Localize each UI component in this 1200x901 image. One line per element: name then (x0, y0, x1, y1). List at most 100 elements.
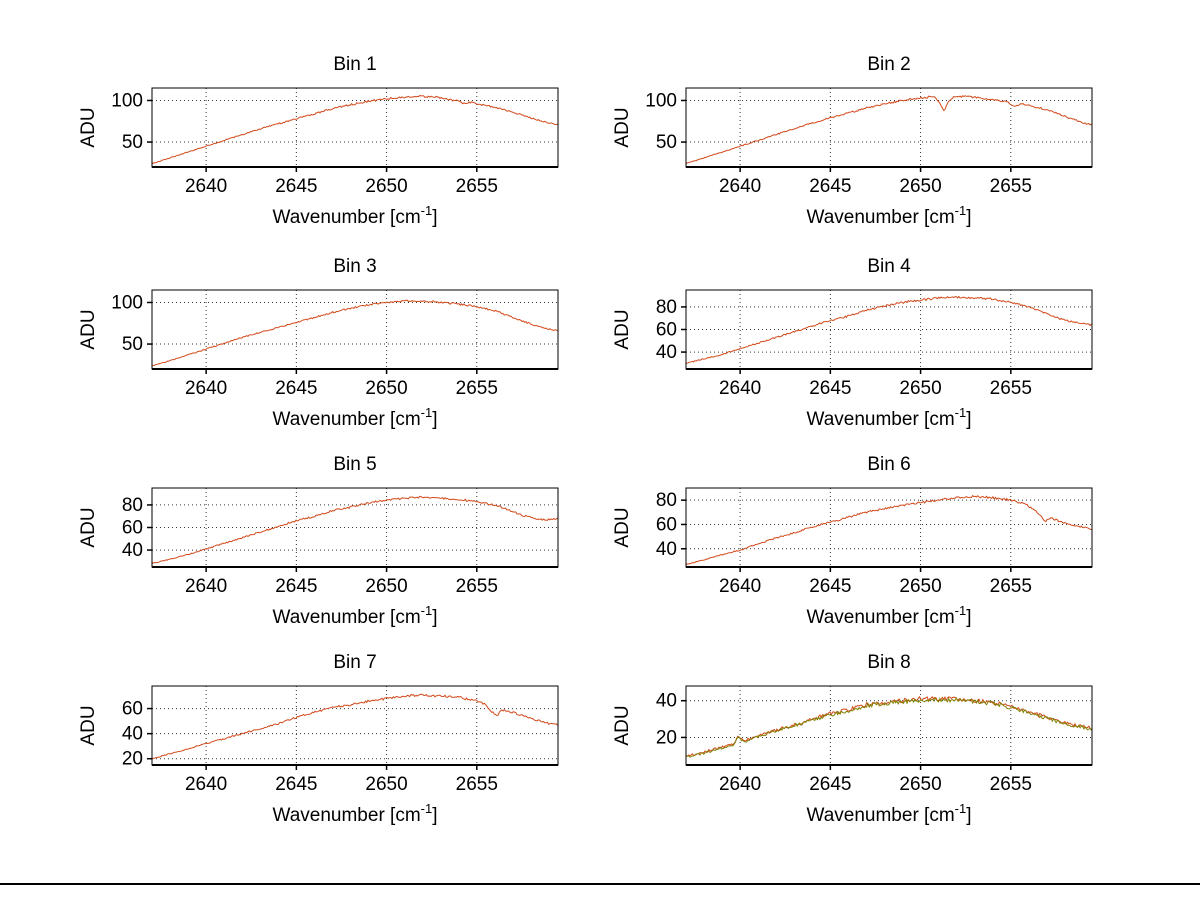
y-tick-label: 100 (111, 90, 143, 111)
chart-svg: 2640 2645 2650 2655 50 100 Bin 3 ADU Wavenumber … (78, 256, 559, 430)
x-tick-label: 2650 (365, 176, 407, 197)
y-tick-label: 60 (656, 514, 677, 535)
x-tick-label: 2655 (456, 774, 498, 795)
subplot-bin-8: 2640 2645 2650 2655 20 40 Bin 8 ADU Wavenumber [… (600, 628, 1200, 828)
y-tick-label: 20 (656, 727, 677, 748)
x-axis-label: Wavenumber [cm-1] (806, 405, 971, 430)
chart-title: Bin 2 (867, 54, 910, 75)
x-tick-label: 2655 (456, 576, 498, 597)
chart-svg: 2640 2645 2650 2655 20 40 60 Bin 7 ADU Wavenumber… (78, 652, 559, 826)
y-axis-label: ADU (78, 705, 99, 745)
x-tick-label: 2640 (185, 576, 227, 597)
x-axis-label: Wavenumber [cm-1] (272, 203, 437, 228)
curve-spectrum (151, 299, 558, 367)
y-tick-label: 40 (122, 724, 143, 745)
x-tick-label: 2645 (275, 176, 317, 197)
x-tick-label: 2645 (275, 378, 317, 399)
x-tick-label: 2640 (719, 378, 761, 399)
curve-spectrum (151, 94, 558, 165)
x-tick-label: 2640 (185, 176, 227, 197)
y-axis-label: ADU (612, 705, 633, 745)
y-tick-label: 80 (122, 495, 143, 516)
x-tick-label: 2645 (809, 774, 851, 795)
chart-svg: 2640 2645 2650 2655 40 60 80 Bin 6 ADU Wavenumber… (612, 454, 1093, 628)
chart-title: Bin 3 (333, 256, 376, 277)
subplot-bin-5: 2640 2645 2650 2655 40 60 80 Bin 5 ADU Wavenumber… (0, 430, 600, 630)
y-tick-label: 40 (656, 691, 677, 712)
curve-spectrum (151, 693, 558, 760)
x-axis-label: Wavenumber [cm-1] (806, 603, 971, 628)
x-tick-label: 2645 (275, 576, 317, 597)
y-tick-label: 40 (122, 540, 143, 561)
x-tick-label: 2655 (990, 774, 1032, 795)
chart-svg: 2640 2645 2650 2655 50 100 Bin 1 ADU Wavenumber … (78, 54, 559, 228)
curve-spectrum (685, 295, 1092, 365)
axis-box (151, 685, 559, 766)
subplot-bin-2: 2640 2645 2650 2655 50 100 Bin 2 ADU Wavenumber … (600, 30, 1200, 230)
x-tick-label: 2640 (719, 576, 761, 597)
x-tick-label: 2640 (719, 774, 761, 795)
curve-spectrum-2 (685, 696, 1092, 758)
x-tick-label: 2655 (456, 378, 498, 399)
chart-title: Bin 5 (333, 454, 376, 475)
y-tick-label: 50 (122, 132, 143, 153)
x-axis-label: Wavenumber [cm-1] (272, 801, 437, 826)
y-tick-label: 60 (122, 518, 143, 539)
chart-title: Bin 1 (333, 54, 376, 75)
x-tick-label: 2645 (275, 774, 317, 795)
curve-spectrum (685, 695, 1092, 758)
y-tick-label: 40 (656, 539, 677, 560)
x-tick-label: 2655 (456, 176, 498, 197)
y-tick-label: 50 (122, 334, 143, 355)
x-tick-label: 2645 (809, 378, 851, 399)
x-tick-label: 2650 (899, 576, 941, 597)
curve-spectrum (685, 95, 1092, 165)
y-tick-label: 60 (656, 320, 677, 341)
chart-title: Bin 6 (867, 454, 910, 475)
curve-spectrum (151, 495, 558, 565)
x-tick-label: 2650 (899, 378, 941, 399)
x-tick-label: 2650 (899, 774, 941, 795)
y-tick-label: 60 (122, 699, 143, 720)
x-tick-label: 2640 (185, 378, 227, 399)
axis-box (151, 289, 559, 370)
subplot-bin-6: 2640 2645 2650 2655 40 60 80 Bin 6 ADU Wavenumber… (600, 430, 1200, 630)
y-tick-label: 80 (656, 297, 677, 318)
x-tick-label: 2650 (899, 176, 941, 197)
axis-box (685, 87, 1093, 168)
x-tick-label: 2655 (990, 576, 1032, 597)
chart-svg: 2640 2645 2650 2655 50 100 Bin 2 ADU Wavenumber … (612, 54, 1093, 228)
axis-box (151, 87, 559, 168)
axis-box (685, 685, 1093, 766)
x-axis-label: Wavenumber [cm-1] (272, 405, 437, 430)
y-tick-label: 40 (656, 342, 677, 363)
y-axis-label: ADU (78, 507, 99, 547)
subplot-bin-4: 2640 2645 2650 2655 40 60 80 Bin 4 ADU Wavenumber… (600, 232, 1200, 432)
y-axis-label: ADU (78, 309, 99, 349)
y-tick-label: 100 (111, 292, 143, 313)
x-tick-label: 2640 (185, 774, 227, 795)
x-tick-label: 2655 (990, 378, 1032, 399)
x-tick-label: 2655 (990, 176, 1032, 197)
y-axis-label: ADU (78, 107, 99, 147)
x-axis-label: Wavenumber [cm-1] (806, 801, 971, 826)
subplot-bin-1: 2640 2645 2650 2655 50 100 Bin 1 ADU Wavenumber … (0, 30, 600, 230)
y-tick-label: 20 (122, 749, 143, 770)
y-axis-label: ADU (612, 107, 633, 147)
x-tick-label: 2645 (809, 176, 851, 197)
x-axis-label: Wavenumber [cm-1] (806, 203, 971, 228)
x-tick-label: 2650 (365, 774, 407, 795)
y-tick-label: 80 (656, 490, 677, 511)
y-tick-label: 100 (645, 90, 677, 111)
chart-svg: 2640 2645 2650 2655 20 40 Bin 8 ADU Wavenumber [… (612, 652, 1093, 826)
chart-title: Bin 8 (867, 652, 910, 673)
x-tick-label: 2645 (809, 576, 851, 597)
figure-bottom-border (0, 883, 1200, 885)
curve-spectrum (685, 494, 1092, 566)
y-axis-label: ADU (612, 507, 633, 547)
x-axis-label: Wavenumber [cm-1] (272, 603, 437, 628)
y-axis-label: ADU (612, 309, 633, 349)
